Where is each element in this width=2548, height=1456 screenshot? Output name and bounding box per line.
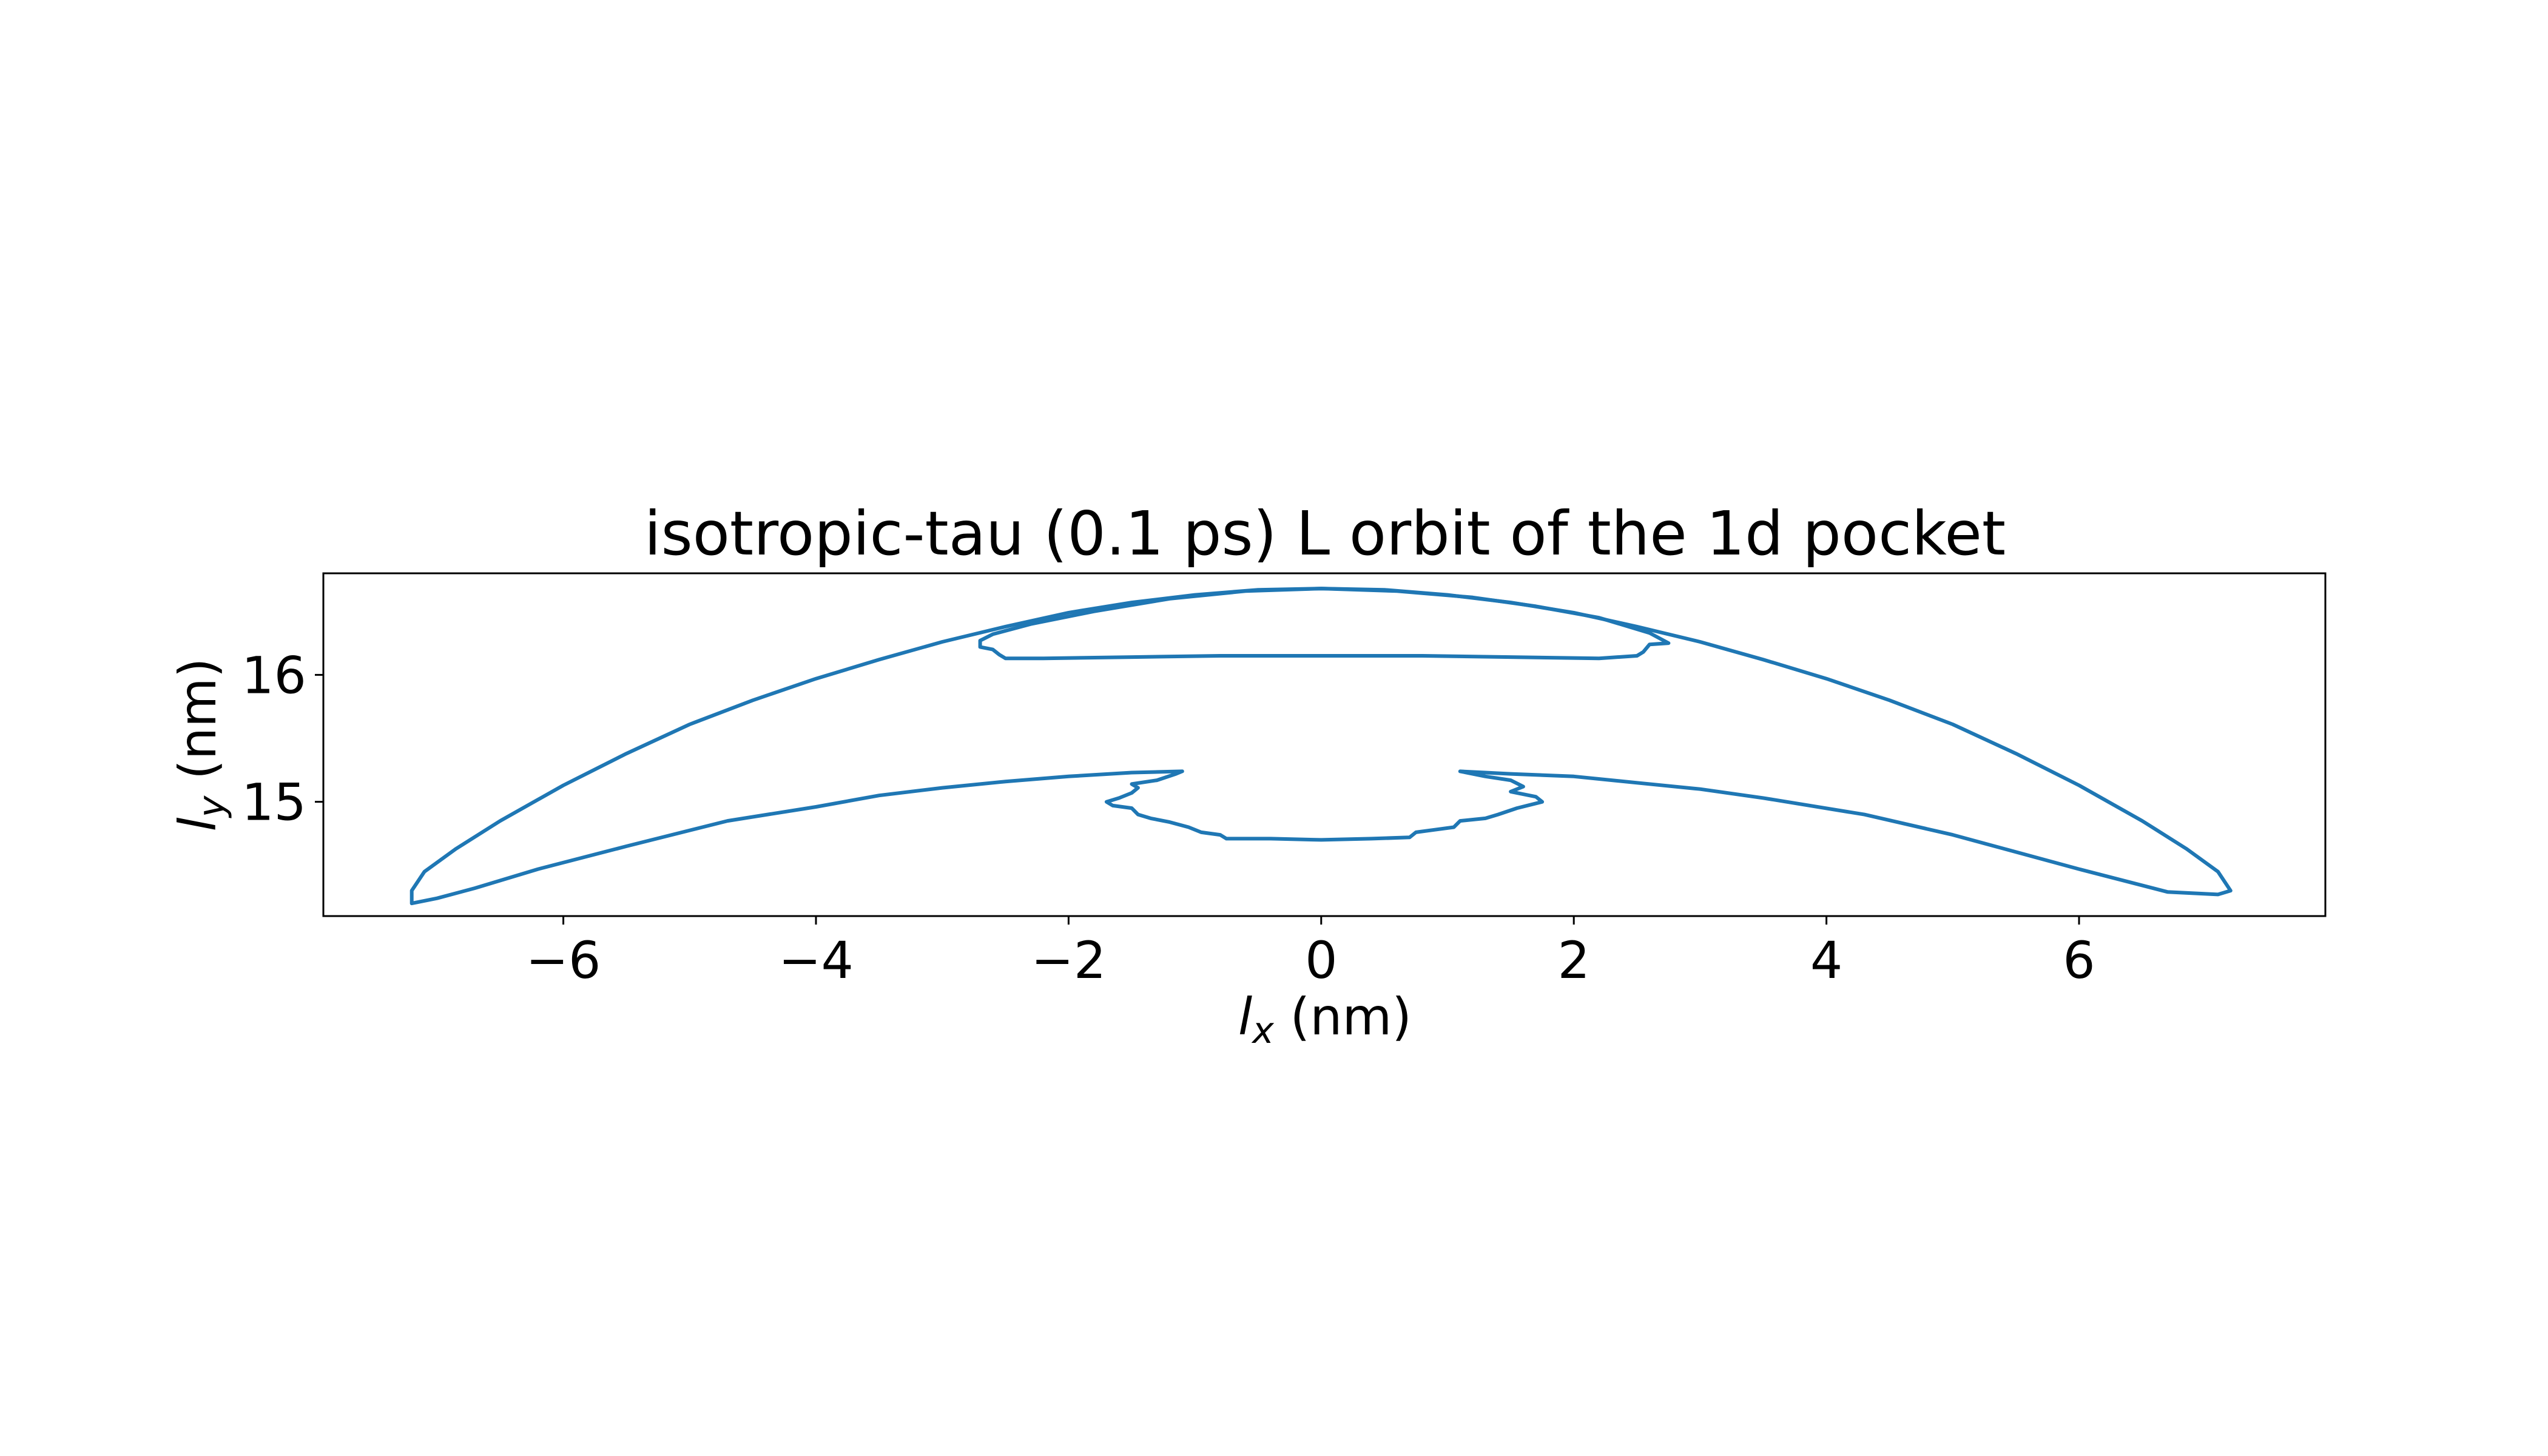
x-tick-label: 2	[1557, 931, 1589, 990]
y-axis-label-unit: (nm)	[168, 658, 228, 795]
x-axis-label-sub: x	[1251, 1009, 1274, 1052]
x-tick-label: −2	[1031, 931, 1106, 990]
y-axis-label: ly (nm)	[168, 658, 233, 831]
y-tick-label: 15	[241, 773, 306, 832]
y-axis-label-sub: y	[190, 795, 233, 818]
y-axis-label-var: l	[168, 817, 228, 831]
x-tick-label: 6	[2063, 931, 2095, 990]
plot-area	[322, 572, 2327, 917]
x-tick-label: 0	[1305, 931, 1337, 990]
x-axis-label-var: l	[1238, 987, 1252, 1046]
x-axis: −6 −4 −2 0 2 4 6	[526, 916, 2095, 990]
series-layer	[410, 587, 2233, 906]
x-tick-label: −4	[778, 931, 854, 990]
x-tick-label: −6	[526, 931, 601, 990]
plot-background	[323, 573, 2325, 916]
chart-title: isotropic-tau (0.1 ps) L orbit of the 1d…	[644, 498, 2006, 569]
x-tick-label: 4	[1810, 931, 1842, 990]
y-tick-label: 16	[241, 645, 306, 705]
x-axis-label: lx (nm)	[1238, 987, 1412, 1052]
x-axis-label-unit: (nm)	[1274, 987, 1412, 1046]
plot-frame	[322, 572, 2327, 917]
series-line-2	[978, 587, 1671, 661]
